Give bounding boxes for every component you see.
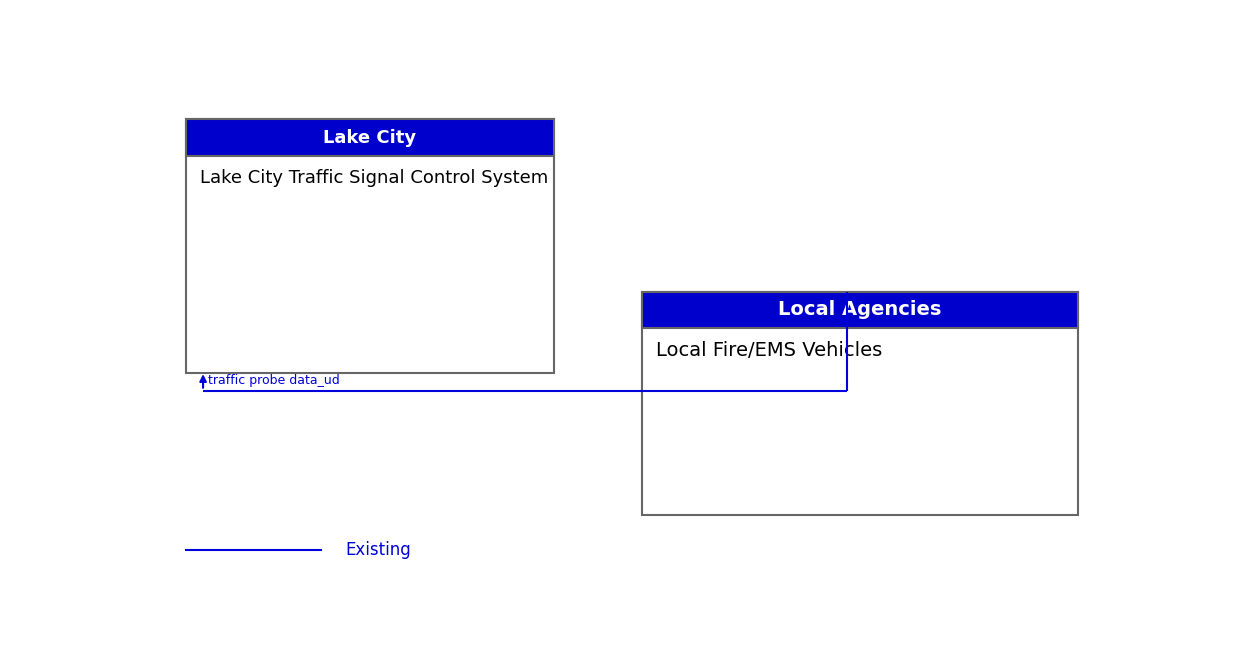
Text: Existing: Existing — [346, 541, 412, 559]
Text: traffic probe data_ud: traffic probe data_ud — [208, 374, 339, 386]
Bar — [641, 291, 1078, 515]
Text: Lake City Traffic Signal Control System: Lake City Traffic Signal Control System — [200, 168, 548, 187]
Bar — [641, 291, 1078, 328]
Text: Local Agencies: Local Agencies — [779, 301, 942, 320]
Bar — [185, 120, 555, 156]
Text: Local Fire/EMS Vehicles: Local Fire/EMS Vehicles — [656, 341, 883, 360]
Bar — [185, 120, 555, 373]
Text: Lake City: Lake City — [323, 129, 417, 147]
